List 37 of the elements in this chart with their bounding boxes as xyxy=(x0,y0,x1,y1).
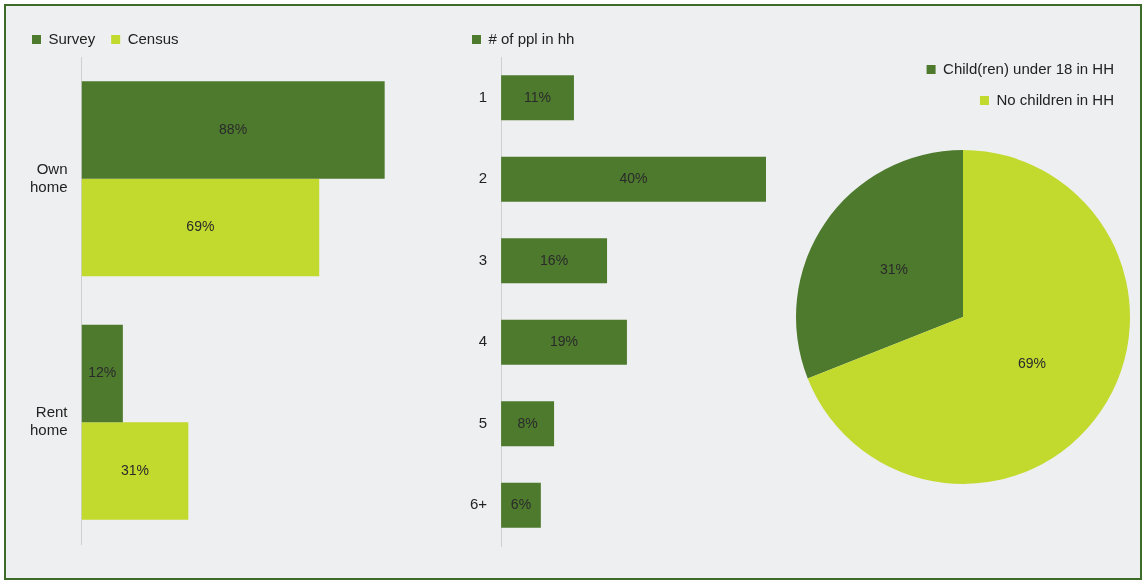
y-tick-label: 1 xyxy=(478,87,488,105)
data-label: 19% xyxy=(550,333,579,350)
legend-label: Child(ren) under 18 in HH xyxy=(943,59,1115,77)
bar xyxy=(81,81,385,179)
legend-label: Census xyxy=(127,29,179,47)
y-tick-label: 4 xyxy=(478,332,488,350)
legend-label: # of ppl in hh xyxy=(488,29,575,47)
data-label: 8% xyxy=(517,414,538,431)
data-label: 16% xyxy=(540,251,569,268)
bar xyxy=(501,75,574,121)
bar xyxy=(501,401,555,447)
data-label: 11% xyxy=(524,88,552,105)
y-tick-label: 3 xyxy=(478,250,488,268)
category-label: Rent xyxy=(35,403,68,421)
bar xyxy=(81,324,123,423)
bar xyxy=(501,319,627,365)
y-tick-label: 6+ xyxy=(469,495,488,513)
category-label: home xyxy=(29,421,68,439)
legend-label: Survey xyxy=(48,29,96,47)
bar xyxy=(81,178,320,277)
data-label: 88% xyxy=(219,120,248,137)
bar xyxy=(501,238,608,284)
y-tick-label: 2 xyxy=(478,169,488,187)
data-label: 6% xyxy=(510,496,532,513)
data-label: 12% xyxy=(88,364,117,381)
data-label: 31% xyxy=(120,461,149,478)
bar xyxy=(501,156,766,202)
data-label: 31% xyxy=(879,260,908,277)
legend-label: No children in HH xyxy=(996,90,1114,108)
data-label: 69% xyxy=(186,218,215,235)
bar xyxy=(501,482,541,528)
y-tick-label: 5 xyxy=(478,413,488,431)
data-label: 40% xyxy=(619,170,648,187)
data-label: 69% xyxy=(1018,354,1047,371)
bar xyxy=(81,422,189,520)
category-label: home xyxy=(29,177,68,195)
category-label: Own xyxy=(36,159,68,177)
